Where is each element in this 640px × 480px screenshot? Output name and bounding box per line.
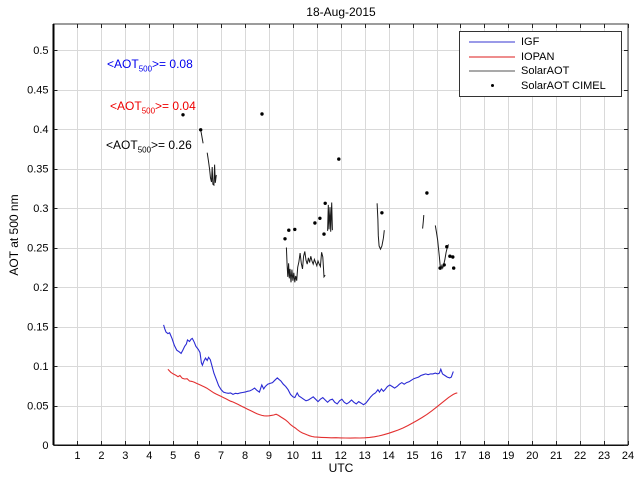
y-tick-label: 0.3: [33, 203, 48, 215]
x-tick-label: 6: [194, 450, 200, 462]
x-tick-label: 11: [311, 450, 322, 462]
x-tick-label: 14: [383, 450, 395, 462]
y-axis-label: AOT at 500 nm: [7, 194, 21, 276]
legend-entry-igf: IGF: [460, 35, 621, 49]
series-solaraot-cimel-point: [323, 201, 327, 205]
annotation-aot-mean-solaraot: <AOT500>= 0.26: [106, 138, 192, 155]
series-solaraot-cimel-point: [452, 266, 456, 270]
y-tick-label: 0.35: [27, 164, 48, 176]
x-axis-label: UTC: [328, 461, 354, 475]
series-solaraot-cimel-point: [318, 216, 322, 220]
legend-entry-iopan: IOPAN: [460, 50, 621, 64]
igf-line-sample-icon: [469, 41, 515, 44]
series-solaraot-cimel-point: [425, 191, 429, 195]
y-tick-label: 0: [42, 440, 48, 452]
legend-entry-solaraot: SolarAOT: [460, 64, 621, 78]
series-solaraot-cimel-point: [442, 263, 446, 267]
x-tick-label: 12: [335, 450, 347, 462]
x-tick-label: 15: [406, 450, 418, 462]
series-solaraot-line: [285, 247, 326, 283]
legend-label: SolarAOT CIMEL: [521, 79, 606, 92]
x-tick-label: 21: [550, 450, 562, 462]
series-iopan-line: [167, 368, 458, 439]
x-tick-label: 4: [146, 450, 152, 462]
chart-title: 18-Aug-2015: [306, 5, 376, 19]
y-tick-label: 0.1: [33, 361, 48, 373]
solaraot-line-sample-icon: [469, 70, 515, 73]
series-solaraot-cimel-point: [448, 254, 452, 258]
legend-label: IOPAN: [521, 50, 555, 63]
series-solaraot-cimel-point: [451, 255, 455, 259]
legend: IGF IOPAN SolarAOT SolarAOT CIMEL: [459, 31, 622, 97]
series-solaraot-cimel-point: [260, 112, 264, 116]
y-tick-label: 0.2: [33, 282, 48, 294]
series-solaraot-cimel-point: [322, 232, 326, 236]
series-solaraot-line: [200, 131, 204, 144]
series-solaraot-line: [422, 215, 425, 229]
x-tick-label: 22: [574, 450, 586, 462]
y-tick-label: 0.5: [33, 45, 48, 57]
series-solaraot-cimel-point: [199, 128, 203, 132]
y-tick-label: 0.4: [33, 124, 48, 136]
series-solaraot-cimel-point: [445, 245, 449, 249]
y-tick-label: 0.15: [27, 322, 48, 334]
x-tick-label: 18: [478, 450, 490, 462]
x-tick-label: 2: [98, 450, 104, 462]
x-tick-label: 24: [622, 450, 634, 462]
x-tick-label: 9: [266, 450, 272, 462]
series-solaraot-cimel-point: [181, 113, 185, 117]
x-tick-label: 3: [122, 450, 128, 462]
x-tick-label: 13: [359, 450, 371, 462]
series-solaraot-cimel-point: [287, 228, 291, 232]
cimel-dot-sample-icon: [469, 84, 515, 88]
x-tick-label: 10: [287, 450, 299, 462]
x-tick-label: 1: [74, 450, 80, 462]
legend-entry-solaraot-cimel: SolarAOT CIMEL: [460, 79, 621, 93]
series-solaraot-line: [327, 202, 333, 232]
y-tick-label: 0.25: [27, 243, 48, 255]
series-solaraot-cimel-point: [337, 157, 341, 161]
series-solaraot-cimel-point: [283, 237, 287, 241]
legend-label: SolarAOT: [521, 65, 570, 78]
x-tick-label: 20: [526, 450, 538, 462]
y-tick-label: 0.05: [27, 401, 48, 413]
series-solaraot-cimel-point: [313, 221, 317, 225]
series-solaraot-cimel-point: [380, 211, 384, 215]
x-tick-label: 19: [502, 450, 514, 462]
series-igf-line: [163, 324, 454, 406]
x-tick-label: 7: [218, 450, 224, 462]
annotation-aot-mean-iopan: <AOT500>= 0.04: [110, 99, 196, 116]
series-solaraot-line: [376, 203, 385, 251]
series-solaraot-cimel-point: [293, 227, 297, 232]
x-tick-label: 23: [598, 450, 610, 462]
x-tick-label: 5: [170, 450, 176, 462]
x-tick-label: 8: [242, 450, 248, 462]
annotation-aot-mean-igf: <AOT500>= 0.08: [107, 57, 193, 74]
x-tick-label: 16: [430, 450, 442, 462]
series-solaraot-line: [206, 152, 217, 187]
y-tick-label: 0.45: [27, 85, 48, 97]
series-solaraot-cimel-point: [438, 266, 442, 270]
x-tick-label: 17: [454, 450, 466, 462]
legend-label: IGF: [521, 36, 540, 49]
iopan-line-sample-icon: [469, 55, 515, 58]
